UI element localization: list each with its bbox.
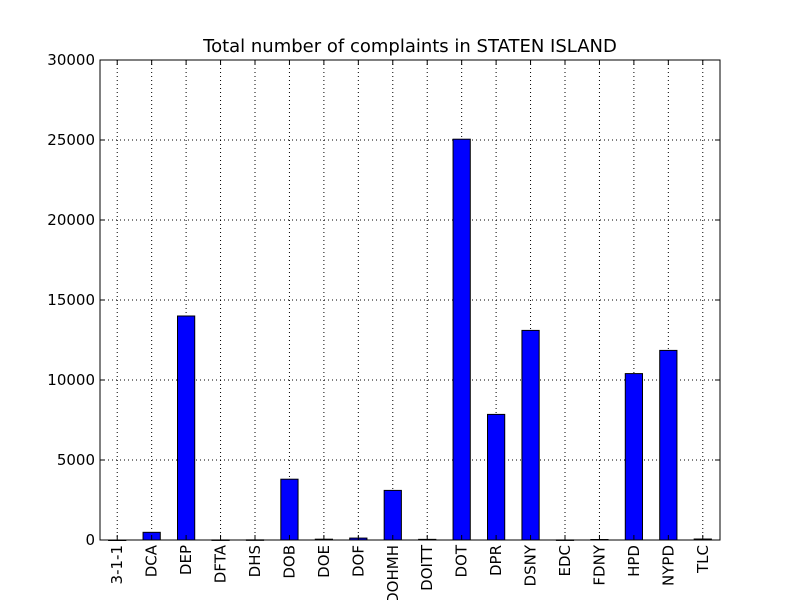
x-tick-label: DHS — [246, 545, 264, 577]
x-tick-label: DOF — [349, 545, 367, 577]
x-tick-label: DSNY — [522, 544, 540, 586]
y-tick-label: 0 — [85, 531, 95, 549]
y-tick-label: 5000 — [57, 451, 95, 469]
bar-dot — [452, 138, 471, 541]
chart-title: Total number of complaints in STATEN ISL… — [202, 36, 617, 57]
x-tick-label: DEP — [177, 545, 195, 575]
x-tick-label: FDNY — [590, 544, 608, 585]
y-tick-label: 15000 — [47, 291, 95, 309]
x-tick-label: NYPD — [659, 545, 677, 586]
x-tick-label: HPD — [625, 545, 643, 577]
y-axis: 0 5000 10000 15000 20000 25000 30000 — [47, 51, 720, 549]
y-tick-label: 20000 — [47, 211, 95, 229]
y-tick-label: 30000 — [47, 51, 95, 69]
bars — [108, 138, 712, 541]
x-tick-label: DPR — [487, 545, 505, 576]
bar-dsny — [521, 329, 540, 541]
x-tick-label: TLC — [694, 545, 712, 574]
x-tick-label: DOHMH — [384, 545, 402, 600]
x-tick-label: DOB — [280, 545, 298, 579]
x-tick-label: DCA — [143, 544, 161, 577]
bar-dob — [280, 478, 299, 541]
x-tick-label: DOT — [453, 544, 471, 577]
x-tick-label: EDC — [556, 545, 574, 577]
y-tick-label: 10000 — [47, 371, 95, 389]
bar-dep — [177, 315, 196, 541]
x-tick-label: DOE — [315, 545, 333, 578]
x-axis: 3-1-1 DCA DEP DFTA DHS DOB DOE DOF DOHMH DOITT DOT… — [108, 60, 712, 600]
x-tick-label: 3-1-1 — [108, 545, 126, 584]
bar-hpd — [624, 373, 643, 541]
bar-nypd — [659, 349, 678, 541]
y-tick-label: 25000 — [47, 131, 95, 149]
bar-dohmh — [383, 489, 402, 541]
x-tick-label: DFTA — [212, 544, 230, 583]
x-tick-label: DOITT — [418, 544, 436, 591]
bar-dpr — [487, 413, 506, 541]
